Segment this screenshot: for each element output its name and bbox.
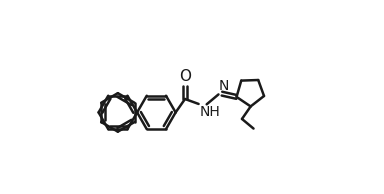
Text: NH: NH [200,106,220,120]
Text: O: O [179,69,191,84]
Text: N: N [219,80,229,94]
